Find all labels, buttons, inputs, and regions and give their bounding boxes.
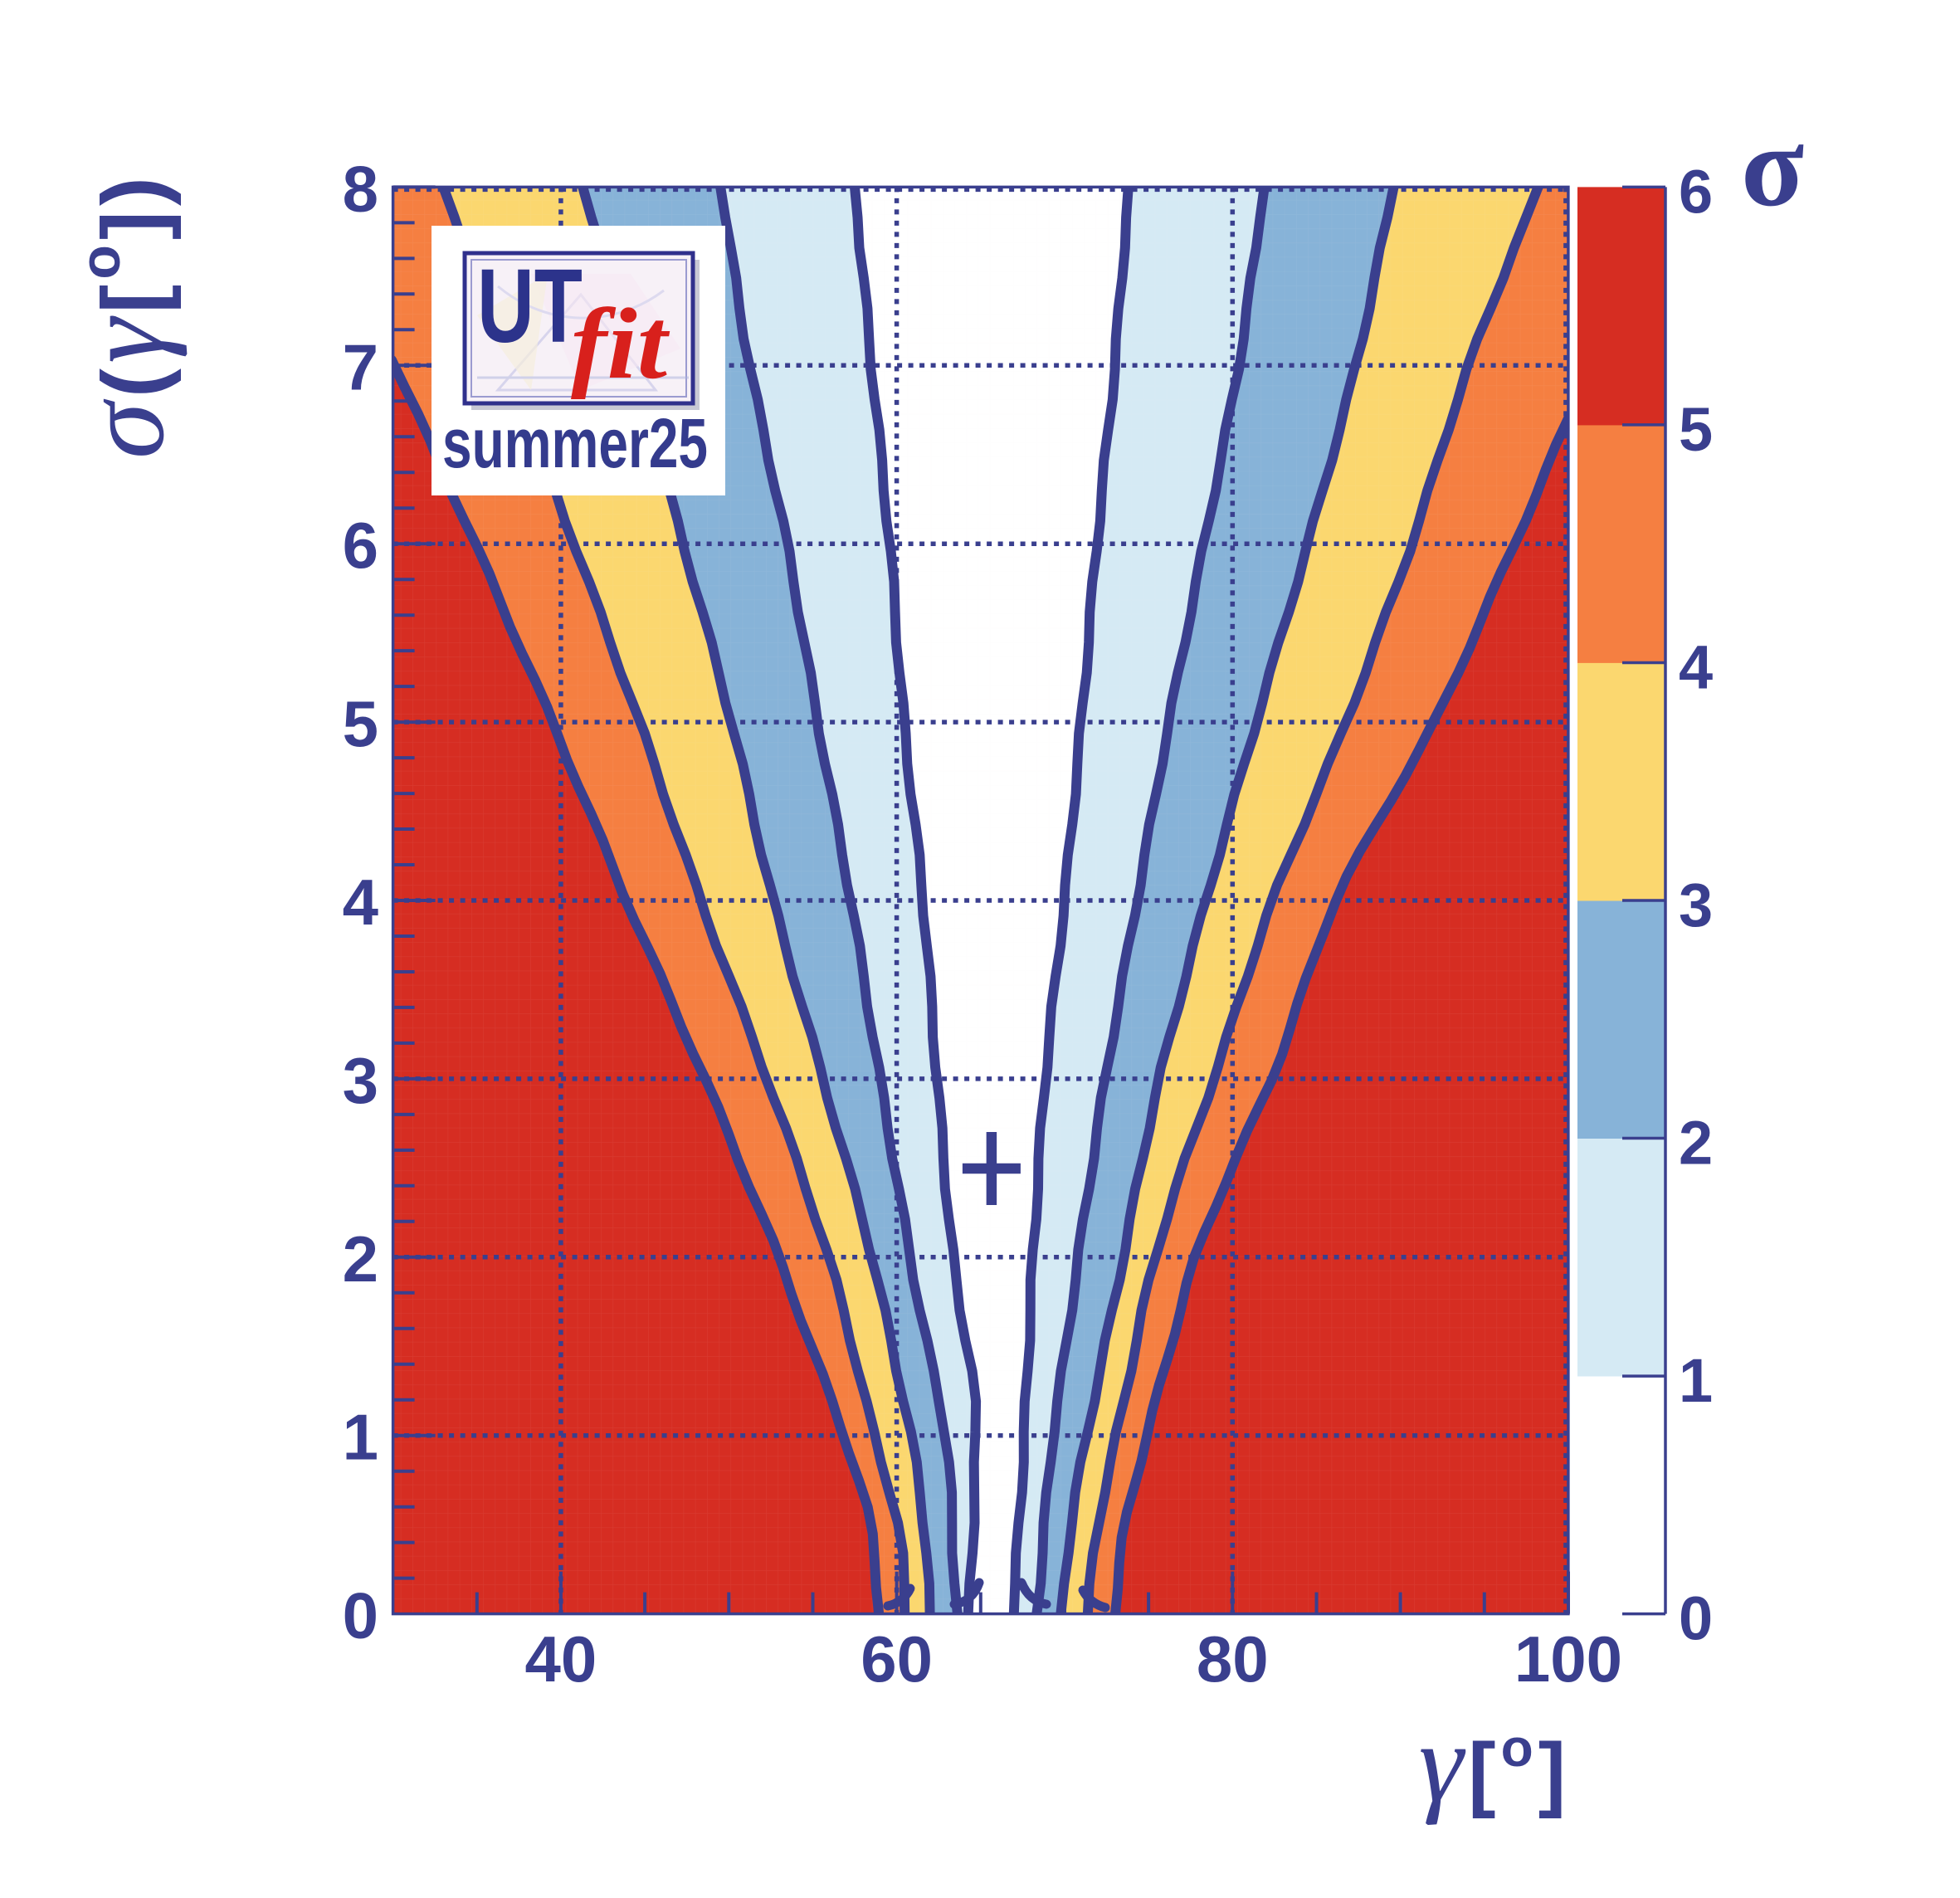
svg-text:UT: UT	[477, 247, 583, 364]
svg-text:6: 6	[343, 509, 378, 582]
svg-text:3: 3	[343, 1044, 378, 1117]
svg-text:2: 2	[343, 1222, 378, 1295]
svg-text:8: 8	[343, 152, 378, 225]
svg-text:100: 100	[1514, 1622, 1622, 1696]
svg-text:summer25: summer25	[442, 404, 708, 482]
svg-text:1: 1	[1679, 1346, 1713, 1415]
svg-text:5: 5	[1679, 395, 1713, 464]
svg-text:1: 1	[343, 1401, 378, 1474]
svg-text:6: 6	[1679, 157, 1713, 226]
svg-text:0: 0	[1679, 1584, 1713, 1653]
svg-text:60: 60	[861, 1622, 933, 1696]
svg-text:5: 5	[343, 687, 378, 760]
svg-text:7: 7	[343, 330, 378, 403]
svg-text:3: 3	[1679, 871, 1713, 939]
svg-text:σ(γ[o]): σ(γ[o])	[61, 172, 188, 459]
svg-text:2: 2	[1679, 1109, 1713, 1178]
svg-text:80: 80	[1197, 1622, 1269, 1696]
svg-text:0: 0	[343, 1579, 378, 1652]
svg-text:40: 40	[525, 1622, 597, 1696]
svg-text:4: 4	[1679, 633, 1713, 702]
svg-text:σ: σ	[1741, 102, 1804, 231]
svg-text:γ[o]: γ[o]	[1419, 1701, 1571, 1826]
svg-text:4: 4	[343, 866, 378, 939]
svg-text:fit: fit	[571, 288, 670, 400]
